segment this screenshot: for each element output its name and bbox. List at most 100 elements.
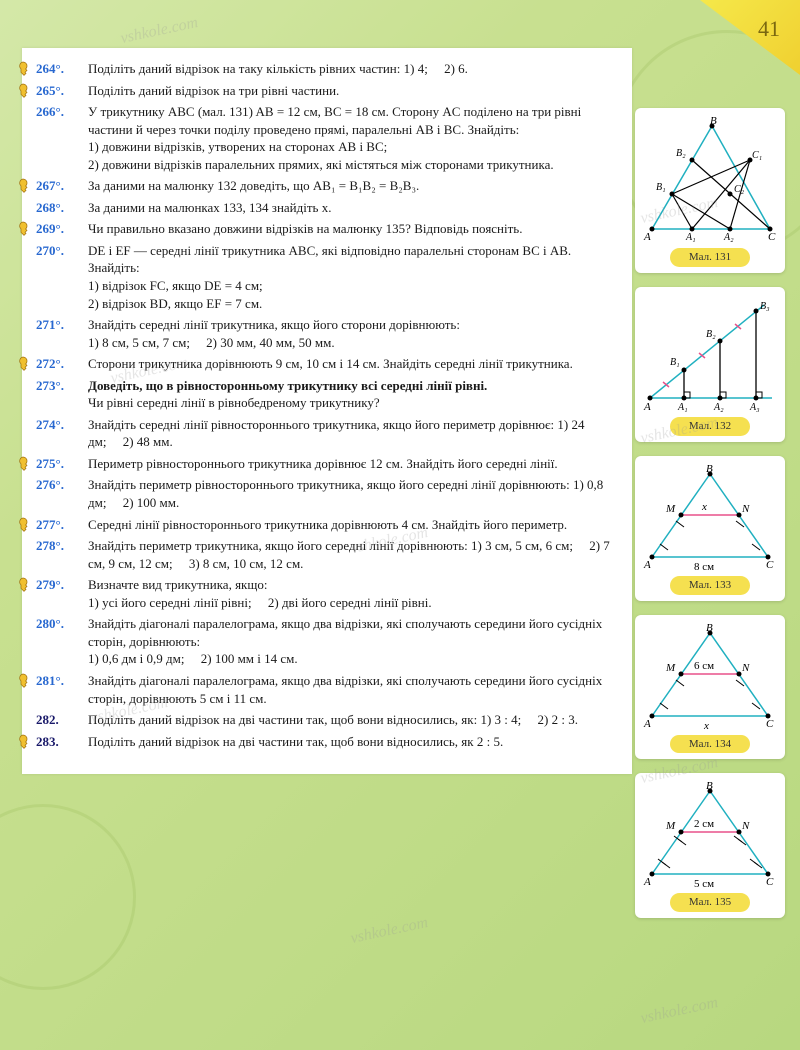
problem-number: 271°. — [36, 316, 88, 351]
svg-text:B: B — [706, 780, 713, 792]
svg-text:N: N — [741, 662, 750, 674]
svg-text:A: A — [643, 401, 651, 413]
figure-135-label: Мал. 135 — [670, 893, 750, 912]
key-icon — [14, 455, 32, 473]
problem-text: Знайдіть діагоналі паралелограма, якщо д… — [88, 615, 618, 668]
svg-text:M: M — [665, 820, 676, 832]
problem-text: Поділіть даний відрізок на дві частини т… — [88, 733, 618, 751]
figure-132-label: Мал. 132 — [670, 417, 750, 436]
svg-text:A: A — [643, 231, 651, 243]
problem-number: 267°. — [36, 177, 88, 195]
problem-number: 275°. — [36, 455, 88, 473]
figure-133: B A C M N x 8 см Мал. 133 — [635, 456, 785, 601]
problem-text: У трикутнику ABC (мал. 131) AB = 12 см, … — [88, 103, 618, 173]
problem: 281°.Знайдіть діагоналі паралелограма, я… — [36, 672, 618, 707]
problem-text: Поділіть даний відрізок на таку кількіст… — [88, 60, 618, 78]
problem: 264°.Поділіть даний відрізок на таку кіл… — [36, 60, 618, 78]
svg-text:B₃: B₃ — [760, 301, 770, 312]
svg-text:6 см: 6 см — [694, 660, 714, 672]
page-number: 41 — [758, 14, 780, 44]
figure-134: B A C M N 6 см x Мал. 134 — [635, 615, 785, 760]
key-icon — [14, 355, 32, 373]
svg-text:B: B — [706, 463, 713, 475]
figure-133-svg: B A C M N x 8 см — [642, 462, 778, 572]
problem: 270°.DE і EF — середні лінії трикутника … — [36, 242, 618, 312]
figure-131-label: Мал. 131 — [670, 248, 750, 267]
svg-text:M: M — [665, 662, 676, 674]
problem: 268°.За даними на малюнках 133, 134 знай… — [36, 199, 618, 217]
problem-number: 270°. — [36, 242, 88, 312]
problem: 280°.Знайдіть діагоналі паралелограма, я… — [36, 615, 618, 668]
problem-text: Сторони трикутника дорівнюють 9 см, 10 с… — [88, 355, 618, 373]
problem: 282.Поділіть даний відрізок на дві части… — [36, 711, 618, 729]
problem-number: 280°. — [36, 615, 88, 668]
problem-number: 281°. — [36, 672, 88, 707]
problem-text: За даними на малюнках 133, 134 знайдіть … — [88, 199, 618, 217]
problem: 273°.Доведіть, що в рівносторонньому три… — [36, 377, 618, 412]
key-icon — [14, 672, 32, 690]
figure-132: A A₁ A₂ A₃ B₁ B₂ B₃ Мал. 132 — [635, 287, 785, 442]
problem: 266°.У трикутнику ABC (мал. 131) AB = 12… — [36, 103, 618, 173]
key-icon — [14, 60, 32, 78]
svg-text:C: C — [766, 559, 774, 571]
problem: 276°.Знайдіть периметр рівностороннього … — [36, 476, 618, 511]
svg-text:A: A — [643, 876, 651, 888]
problem: 265°.Поділіть даний відрізок на три рівн… — [36, 82, 618, 100]
key-icon — [14, 177, 32, 195]
problem: 278°.Знайдіть периметр трикутника, якщо … — [36, 537, 618, 572]
svg-text:C: C — [766, 876, 774, 888]
problem-text: Знайдіть діагоналі паралелограма, якщо д… — [88, 672, 618, 707]
problem-number: 266°. — [36, 103, 88, 173]
svg-text:B₂: B₂ — [706, 329, 716, 340]
svg-text:B: B — [710, 115, 717, 127]
problem-text: Знайдіть середні лінії рівностороннього … — [88, 416, 618, 451]
problem-number: 278°. — [36, 537, 88, 572]
problem-text: Доведіть, що в рівносторонньому трикутни… — [88, 377, 618, 412]
problem-number: 265°. — [36, 82, 88, 100]
svg-text:A₁: A₁ — [685, 232, 696, 243]
svg-text:N: N — [741, 820, 750, 832]
svg-text:C: C — [768, 231, 776, 243]
problem-text: Периметр рівностороннього трикутника дор… — [88, 455, 618, 473]
svg-text:A₂: A₂ — [723, 232, 734, 243]
svg-text:A₁: A₁ — [677, 402, 688, 413]
svg-text:C₁: C₁ — [752, 150, 762, 161]
problem-number: 282. — [36, 711, 88, 729]
svg-text:A: A — [643, 559, 651, 571]
svg-text:C: C — [766, 718, 774, 730]
problem-number: 272°. — [36, 355, 88, 373]
problem: 272°.Сторони трикутника дорівнюють 9 см,… — [36, 355, 618, 373]
svg-text:M: M — [665, 503, 676, 515]
problem: 283.Поділіть даний відрізок на дві части… — [36, 733, 618, 751]
key-icon — [14, 82, 32, 100]
problem-number: 269°. — [36, 220, 88, 238]
svg-text:B₂: B₂ — [676, 148, 686, 159]
key-icon — [14, 516, 32, 534]
svg-text:x: x — [703, 720, 709, 731]
problems-column: 264°.Поділіть даний відрізок на таку кіл… — [22, 48, 632, 774]
svg-text:B₁: B₁ — [670, 357, 680, 368]
problem-text: Чи правильно вказано довжини відрізків н… — [88, 220, 618, 238]
svg-text:x: x — [701, 501, 707, 513]
figure-134-svg: B A C M N 6 см x — [642, 621, 778, 731]
problem: 277°.Середні лінії рівностороннього трик… — [36, 516, 618, 534]
problem: 275°.Периметр рівностороннього трикутник… — [36, 455, 618, 473]
figure-132-svg: A A₁ A₂ A₃ B₁ B₂ B₃ — [642, 293, 778, 413]
svg-text:C₂: C₂ — [734, 184, 745, 195]
problem-text: За даними на малюнку 132 доведіть, що AB… — [88, 177, 618, 195]
problem-text: Знайдіть периметр рівностороннього трику… — [88, 476, 618, 511]
problem-text: Визначте вид трикутника, якщо:1) усі йог… — [88, 576, 618, 611]
svg-text:N: N — [741, 503, 750, 515]
svg-text:A: A — [643, 718, 651, 730]
problem: 279°.Визначте вид трикутника, якщо:1) ус… — [36, 576, 618, 611]
problem: 274°.Знайдіть середні лінії рівносторонн… — [36, 416, 618, 451]
key-icon — [14, 220, 32, 238]
problem-text: Знайдіть периметр трикутника, якщо його … — [88, 537, 618, 572]
figure-134-label: Мал. 134 — [670, 735, 750, 754]
problem-text: Поділіть даний відрізок на три рівні час… — [88, 82, 618, 100]
problem: 267°.За даними на малюнку 132 доведіть, … — [36, 177, 618, 195]
key-icon — [14, 576, 32, 594]
svg-text:A₃: A₃ — [749, 402, 760, 413]
figures-sidebar: B A C A₁ A₂ B₁ B₂ C₁ C₂ Мал. 131 A — [635, 108, 785, 932]
figure-135: B A C M N 2 см 5 см Мал. 135 — [635, 773, 785, 918]
